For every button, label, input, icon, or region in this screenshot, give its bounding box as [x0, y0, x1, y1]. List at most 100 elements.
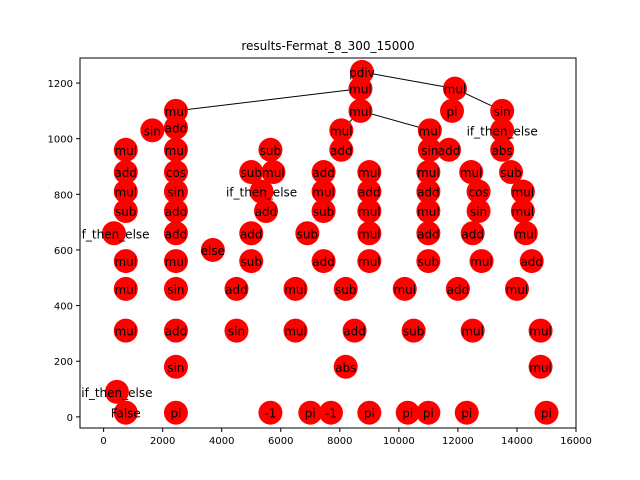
tree-node-marker [333, 354, 358, 379]
tree-node-label: add [417, 186, 440, 200]
tree-node-label: mul [284, 325, 307, 339]
tree-node-label: mul [165, 144, 188, 158]
y-tick-label: 1200 [48, 79, 73, 90]
tree-node-marker [528, 354, 553, 379]
tree-node-label: sub [240, 255, 261, 269]
tree-node-marker [333, 276, 358, 301]
tree-node-label: sin [228, 325, 245, 339]
tree-node-marker [437, 137, 462, 162]
tree-node-marker [104, 379, 129, 404]
tree-node-label: sub [313, 205, 334, 219]
tree-node-label: sin [470, 205, 487, 219]
tree-node-label: pi [170, 407, 181, 421]
tree-node-label: sin [167, 283, 184, 297]
tree-node-label: pi [402, 407, 413, 421]
tree-node-label: -1 [264, 407, 276, 421]
tree-node-label: sub [418, 255, 439, 269]
tree-node-marker [163, 199, 188, 224]
tree-node-label: pi [447, 105, 458, 119]
tree-node-label: abs [492, 144, 513, 158]
tree-node-label: sin [167, 186, 184, 200]
tree-node-label: sub [260, 144, 281, 158]
tree-node-marker [113, 318, 138, 343]
tree-node-label: mul [284, 283, 307, 297]
tree-node-label: pi [305, 407, 316, 421]
tree-node-marker [417, 137, 442, 162]
tree-node-label: abs [335, 361, 356, 375]
x-tick-label: 2000 [150, 436, 175, 447]
tree-node-marker [357, 179, 382, 204]
tree-node-marker [401, 318, 426, 343]
tree-node-marker [357, 160, 382, 185]
tree-node-label: mul [165, 255, 188, 269]
tree-node-label: if_then_else [226, 186, 297, 200]
tree-edge [361, 71, 456, 90]
tree-node-label: sin [144, 124, 161, 138]
tree-node-label: sub [500, 166, 521, 180]
tree-node-marker [239, 221, 264, 246]
tree-node-marker [249, 179, 274, 204]
tree-node-marker [283, 318, 308, 343]
tree-node-marker [163, 98, 188, 123]
tree-node-marker [460, 221, 485, 246]
tree-node-marker [395, 400, 420, 425]
tree-node-label: add [165, 227, 188, 241]
x-tick-label: 4000 [209, 436, 234, 447]
tree-node-label: sin [421, 144, 438, 158]
tree-node-marker [469, 249, 494, 274]
tree-node-marker [163, 249, 188, 274]
tree-node-marker [113, 160, 138, 185]
tree-node-label: mul [417, 205, 440, 219]
tree-node-label: mul [461, 325, 484, 339]
tree-node-marker [311, 199, 336, 224]
tree-node-label: add [330, 144, 353, 158]
tree-node-label: add [165, 122, 188, 136]
tree-node-label: mul [512, 186, 535, 200]
tree-node-marker [528, 318, 553, 343]
tree-node-marker [445, 276, 470, 301]
tree-node-label: mul [165, 105, 188, 119]
tree-node-label: sub [403, 325, 424, 339]
tree-node-marker [311, 249, 336, 274]
tree-node-label: mul [349, 105, 372, 119]
tree-node-marker [163, 137, 188, 162]
tree-node-marker [348, 98, 373, 123]
tree-node-label: if_then_else [81, 386, 152, 400]
tree-node-marker [113, 249, 138, 274]
tree-node-label: pi [423, 407, 434, 421]
tree-node-marker [460, 318, 485, 343]
tree-edge [360, 110, 430, 131]
tree-node-marker [113, 137, 138, 162]
tree-node-label: sub [240, 166, 261, 180]
tree-node-label: -1 [325, 407, 337, 421]
tree-node-marker [163, 354, 188, 379]
tree-node-marker [510, 199, 535, 224]
tree-node-marker [258, 137, 283, 162]
tree-node-label: mul [349, 83, 372, 97]
tree-node-marker [254, 199, 278, 224]
tree-node-marker [113, 400, 138, 425]
tree-node-marker [101, 221, 126, 246]
tree-node-marker [416, 249, 441, 274]
tree-node-marker [311, 160, 336, 185]
tree-node-label: cos [468, 186, 488, 200]
tree-node-label: pi [461, 407, 472, 421]
tree-node-marker [163, 115, 188, 140]
tree-node-label: add [312, 255, 335, 269]
tree-node-label: add [240, 227, 263, 241]
tree-node-label: mul [444, 83, 467, 97]
tree-node-marker [440, 98, 464, 123]
tree-node-marker [140, 118, 165, 143]
tree-node-label: mul [358, 205, 381, 219]
plot-frame [79, 57, 577, 429]
tree-node-label: add [225, 283, 248, 297]
tree-node-marker [311, 179, 336, 204]
tree-node-marker [163, 276, 188, 301]
tree-node-label: add [520, 255, 543, 269]
tree-node-marker [490, 137, 515, 162]
tree-node-label: mul [358, 166, 381, 180]
tree-node-label: sub [335, 283, 356, 297]
tree-node-marker [519, 249, 544, 274]
